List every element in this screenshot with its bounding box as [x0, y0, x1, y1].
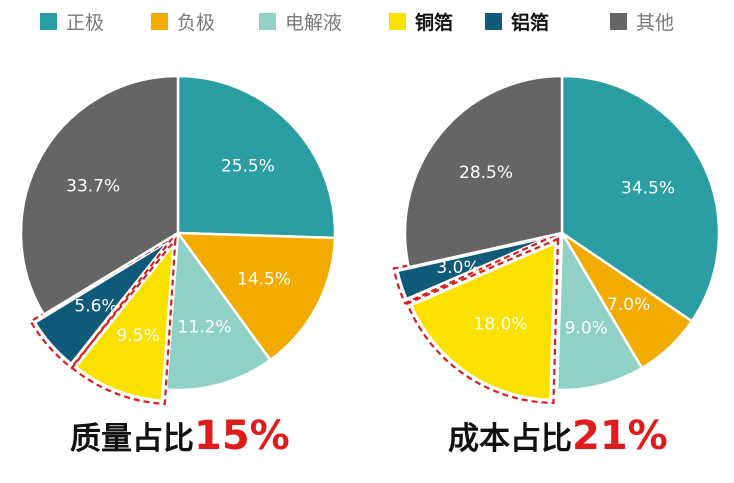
legend-item-copper-foil: 铜箔 [389, 8, 453, 35]
pie-mass-slice-copper-foil [74, 240, 176, 403]
caption-mass: 质量占比 15% [70, 413, 290, 463]
pie-mass-slice-electrolyte [164, 229, 273, 392]
caption-mass-text: 质量占比 [70, 421, 194, 457]
pie-mass-slice-other [19, 74, 180, 317]
legend-label-other: 其他 [636, 12, 675, 34]
pie-mass-highlight-copper-foil [69, 236, 177, 406]
pie-mass-label-electrolyte: 11.2% [178, 318, 232, 338]
legend-item-other: 其他 [610, 8, 674, 35]
legend-label-copper-foil: 铜箔 [415, 12, 454, 34]
caption-cost-text: 成本占比 [448, 421, 572, 457]
legend-swatch-anode [151, 13, 168, 30]
pie-cost-label-electrolyte: 9.0% [565, 318, 608, 338]
pie-cost-highlight-copper-foil [405, 237, 560, 405]
pie-cost-slice-electrolyte [555, 228, 644, 392]
legend-item-electrolyte: 电解液 [259, 8, 342, 35]
pie-cost-highlight-aluminum-foil [392, 234, 556, 305]
caption-mass-value: 15% [194, 413, 290, 459]
pie-cost-label-aluminum-foil: 3.0% [436, 258, 479, 278]
legend-item-anode: 负极 [151, 8, 215, 35]
pie-cost-slice-cathode [560, 74, 721, 323]
pie-mass-label-anode: 14.5% [237, 270, 291, 290]
pie-cost-label-copper-foil: 18.0% [474, 314, 528, 334]
legend-swatch-aluminum-foil [485, 13, 502, 30]
pie-mass-highlight-aluminum-foil [29, 236, 174, 370]
caption-cost-value: 21% [572, 413, 668, 459]
legend-swatch-other [610, 13, 627, 30]
pie-chart-cost: 34.5% 7.0% 9.0% 18.0% 3.0% 28.5% [392, 74, 721, 405]
pie-mass-slice-cathode [176, 74, 337, 240]
legend-label-cathode: 正极 [66, 12, 105, 34]
legend-label-electrolyte: 电解液 [285, 12, 343, 34]
pie-cost-label-other: 28.5% [459, 163, 513, 183]
legend-label-aluminum-foil: 铝箔 [511, 12, 550, 34]
caption-cost: 成本占比 21% [448, 413, 668, 463]
pie-cost-slice-copper-foil [409, 240, 557, 402]
legend-item-cathode: 正极 [40, 8, 104, 35]
legend-swatch-copper-foil [389, 13, 406, 30]
legend-swatch-cathode [40, 13, 57, 30]
pie-mass-label-copper-foil: 9.5% [116, 326, 159, 346]
pie-cost-slice-other [403, 74, 564, 269]
pie-mass-label-aluminum-foil: 5.6% [74, 296, 117, 316]
pie-mass-label-other: 33.7% [66, 176, 120, 196]
pie-mass-slice-aluminum-foil [33, 239, 170, 366]
pie-mass-slice-anode [175, 231, 337, 362]
pie-chart-mass: 25.5% 14.5% 11.2% 9.5% 5.6% 33.7% [19, 74, 337, 406]
pie-cost-label-anode: 7.0% [607, 295, 650, 315]
pie-cost-label-cathode: 34.5% [621, 178, 675, 198]
pie-cost-slice-aluminum-foil [395, 235, 552, 301]
legend-item-aluminum-foil: 铝箔 [485, 8, 549, 35]
legend: 正极 负极 电解液 铜箔 铝箔 其他 [0, 0, 734, 40]
legend-swatch-electrolyte [259, 13, 276, 30]
pie-mass-label-cathode: 25.5% [221, 156, 275, 176]
legend-label-anode: 负极 [177, 12, 216, 34]
